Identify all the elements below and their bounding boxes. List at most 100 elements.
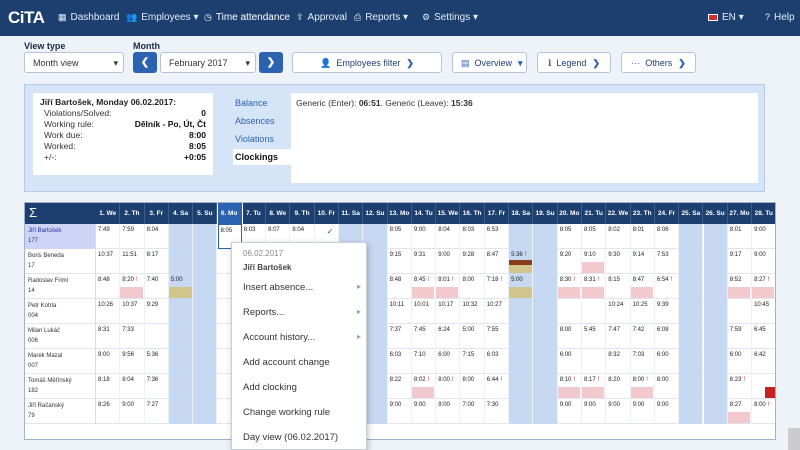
day-header[interactable]: 20. Mo [558,203,582,224]
day-cell[interactable] [582,299,607,324]
day-header[interactable]: 4. Sa [169,203,194,224]
day-cell[interactable] [363,374,388,399]
view-type-select[interactable]: Month view ▾ [24,52,124,73]
day-cell[interactable] [193,324,218,349]
day-cell[interactable]: 9:00 [655,399,680,424]
day-cell[interactable]: 8:00! [630,374,655,399]
menu-insert-absence[interactable]: Insert absence... ▸ [243,282,361,293]
day-cell[interactable]: 7:18! [485,274,510,299]
day-cell[interactable]: 8:00 [558,324,582,349]
day-cell[interactable]: 7:53 [655,249,680,274]
day-cell[interactable]: 9:00 [412,399,437,424]
day-cell[interactable]: 9:00 [412,224,437,249]
day-header[interactable]: 3. Fr [145,203,169,224]
day-header[interactable]: 23. Th [631,203,655,224]
day-cell[interactable]: 9:10 [582,249,607,274]
day-cell[interactable]: 6:00 [728,349,753,374]
nav-time-attendance[interactable]: ◷ Time attendance [204,12,290,23]
day-cell[interactable] [168,224,194,249]
day-cell[interactable] [509,374,534,399]
day-cell[interactable] [363,274,388,299]
day-cell[interactable]: ✓ [315,224,339,249]
day-header[interactable]: 10. Fr [315,203,339,224]
day-cell[interactable] [679,299,704,324]
day-cell[interactable] [509,324,534,349]
employee-name[interactable]: Jiří Bartošek 177 [25,224,96,249]
day-cell[interactable] [533,324,558,349]
day-header[interactable]: 27. Mo [728,203,753,224]
day-cell[interactable]: 7:49 [96,224,121,249]
day-cell[interactable]: 7:03 [631,349,655,374]
legend-button[interactable]: ℹ Legend ❯ [537,52,611,73]
day-cell[interactable]: 9:00 [558,399,582,424]
day-cell[interactable]: 8:06 [655,224,680,249]
day-cell[interactable]: 8:27 [727,399,753,424]
day-cell[interactable] [533,274,558,299]
day-header[interactable]: 6. Mo [216,203,243,225]
day-header[interactable]: 1. We [96,203,121,224]
day-cell[interactable] [168,399,194,424]
day-cell[interactable]: 7:15 [461,349,485,374]
day-cell[interactable]: 10:25 [631,299,655,324]
day-header[interactable]: 16. Th [461,203,485,224]
day-cell[interactable]: 7:30 [485,399,510,424]
day-cell[interactable]: 8:48 [388,274,412,299]
day-cell[interactable] [679,349,704,374]
day-cell[interactable]: 6:45 [752,324,775,349]
day-header[interactable]: 2. Th [120,203,145,224]
day-cell[interactable]: 5:36 [145,349,169,374]
day-cell[interactable]: 8:04 [145,224,169,249]
day-cell[interactable] [168,299,194,324]
day-cell[interactable]: 9:00 [388,399,412,424]
day-header[interactable]: 17. Fr [485,203,510,224]
menu-change-working-rule[interactable]: Change working rule [243,407,331,418]
day-cell[interactable]: 9:00 [752,249,775,274]
day-cell[interactable] [679,374,704,399]
tab-violations[interactable]: Violations [235,134,274,144]
day-header[interactable]: 28. Tu [752,203,775,224]
day-cell[interactable]: 8:31! [582,274,607,299]
next-month-button[interactable]: ❯ [259,52,283,73]
day-cell[interactable] [533,349,558,374]
day-cell[interactable]: 9:00 [752,224,775,249]
day-cell[interactable] [193,299,218,324]
day-cell[interactable]: 8:04 [290,224,315,249]
day-cell[interactable]: 9:31 [412,249,437,274]
day-cell[interactable]: 10:17 [436,299,461,324]
day-header[interactable]: 5. Su [193,203,218,224]
day-cell[interactable]: 11:51 [120,249,145,274]
day-cell[interactable]: 8:05 [582,224,607,249]
others-button[interactable]: ··· Others ❯ [621,52,696,73]
day-cell[interactable] [679,399,704,424]
day-cell[interactable] [193,249,218,274]
day-cell[interactable] [582,349,607,374]
day-cell[interactable] [509,299,534,324]
day-cell[interactable]: 7:47 [606,324,631,349]
day-cell[interactable] [533,224,558,249]
day-cell[interactable]: 9:00 [120,399,145,424]
menu-add-clocking[interactable]: Add clocking [243,382,297,393]
day-cell[interactable]: 8:17 [145,249,169,274]
employee-name[interactable]: Petr Kotrla 004 [25,299,96,324]
day-cell[interactable] [533,374,558,399]
day-cell[interactable]: 6:08 [655,324,680,349]
nav-employees[interactable]: 👥 Employees ▾ [126,12,199,23]
day-cell[interactable] [703,224,728,249]
day-cell[interactable] [703,374,728,399]
day-cell[interactable] [533,299,558,324]
day-cell[interactable]: 8:10! [557,374,582,399]
day-cell[interactable]: 6:44! [485,374,510,399]
day-cell[interactable] [193,399,218,424]
tab-absences[interactable]: Absences [235,116,275,126]
day-cell[interactable]: 10:37 [96,249,121,274]
day-cell[interactable]: 9:00 [436,249,461,274]
day-header[interactable]: 15. We [436,203,461,224]
overview-select[interactable]: ▤ Overview ▾ [452,52,527,73]
day-cell[interactable]: 7:10 [412,349,437,374]
day-cell[interactable] [533,399,558,424]
day-cell[interactable] [509,224,534,249]
day-cell[interactable]: 6:03 [485,349,510,374]
day-header[interactable]: 26. Su [704,203,728,224]
day-header[interactable]: 7. Tu [242,203,267,224]
day-cell[interactable]: 6:54! [655,274,680,299]
